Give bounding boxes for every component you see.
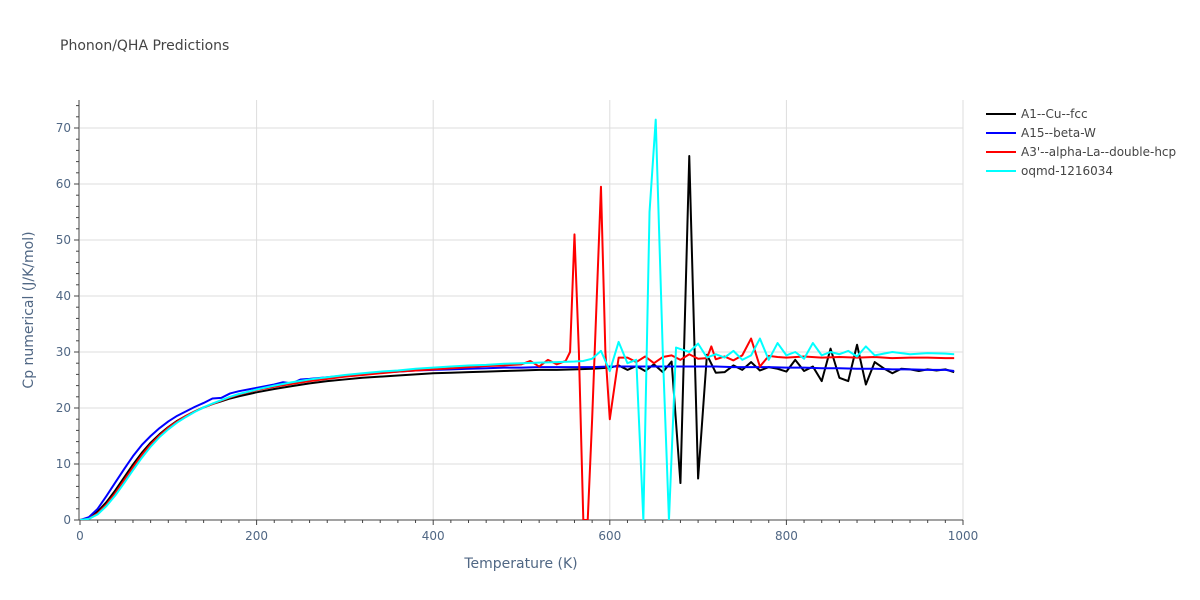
y-tick-label: 0 [63,513,71,527]
x-tick-label: 1000 [948,529,979,543]
axes [74,100,964,525]
series-line [80,185,955,520]
x-tick-label: 600 [598,529,621,543]
series-lines [80,118,955,520]
x-tick-label: 400 [422,529,445,543]
legend: A1--Cu--fcc A15--beta-W A3'--alpha-La--dou… [986,107,1176,178]
series-line [80,155,955,520]
x-tick-label: 200 [245,529,268,543]
legend-label: A3'--alpha-La--double-hcp [1021,145,1176,159]
x-axis-title: Temperature (K) [463,556,577,572]
y-tick-label: 60 [56,177,71,191]
y-tick-label: 10 [56,457,71,471]
series-line [80,365,955,520]
y-tick-label: 20 [56,401,71,415]
legend-label: A15--beta-W [1021,126,1096,140]
y-tick-label: 40 [56,289,71,303]
y-tick-labels: 0 10 20 30 40 50 60 70 [56,121,71,527]
chart-title: Phonon/QHA Predictions [60,38,229,54]
x-tick-labels: 0 200 400 600 800 1000 [76,529,978,543]
y-tick-label: 50 [56,233,71,247]
x-tick-label: 0 [76,529,84,543]
y-tick-label: 70 [56,121,71,135]
legend-label: oqmd-1216034 [1021,164,1113,178]
x-tick-label: 800 [775,529,798,543]
y-tick-label: 30 [56,345,71,359]
series-line [80,118,955,520]
gridlines [80,100,964,520]
legend-label: A1--Cu--fcc [1021,107,1088,121]
y-axis-title: Cp numerical (J/K/mol) [21,231,37,388]
